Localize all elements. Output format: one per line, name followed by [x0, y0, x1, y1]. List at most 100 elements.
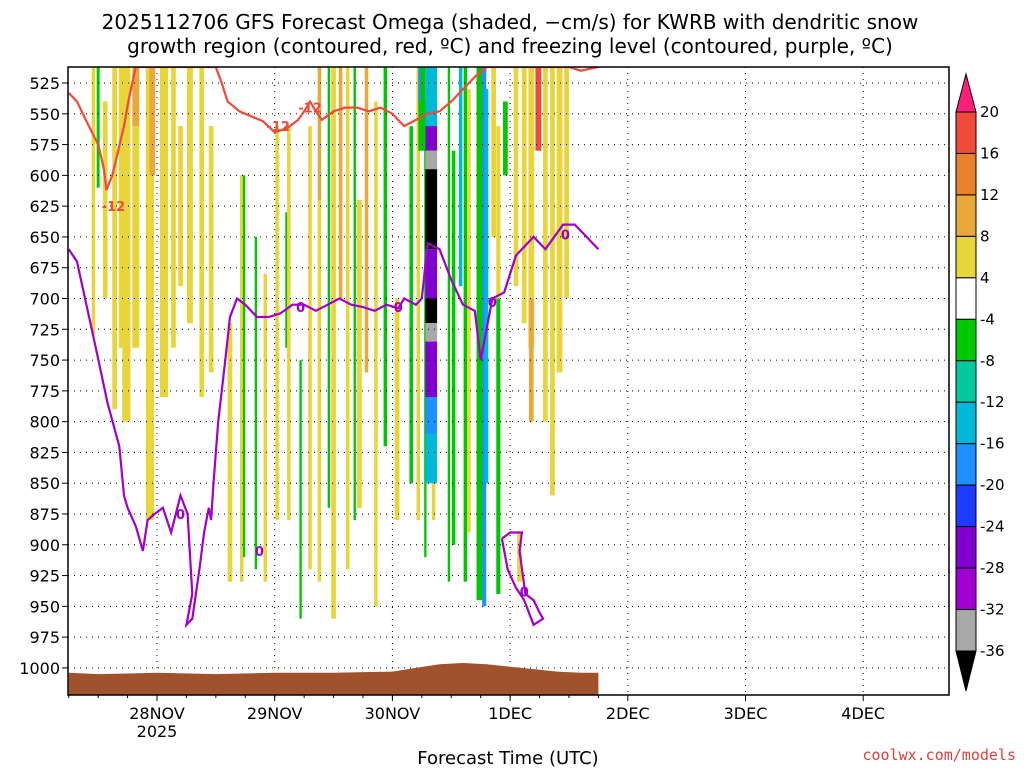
colorbar-swatch [955, 360, 977, 403]
omega-cell [451, 150, 456, 545]
omega-cell [96, 67, 100, 188]
y-tick-label: 875 [29, 505, 60, 524]
y-tick-label: 775 [29, 382, 60, 401]
omega-cell [394, 298, 400, 521]
y-tick-label: 825 [29, 443, 60, 462]
omega-cell [418, 67, 421, 102]
omega-cell [299, 360, 302, 619]
colorbar-swatch [955, 609, 977, 652]
x-tick-label: 4DEC [841, 704, 885, 723]
omega-cell [145, 67, 155, 521]
omega-cell [149, 67, 156, 176]
colorbar-swatch [955, 194, 977, 237]
colorbar-tick-label: -28 [980, 559, 1005, 577]
colorbar-tick-label: -32 [980, 601, 1005, 619]
colorbar-tick-label: -24 [980, 518, 1005, 536]
purple-contour-label: 0 [520, 586, 529, 601]
omega-cell [528, 298, 534, 422]
contour-line [68, 67, 599, 191]
omega-cell [208, 126, 214, 373]
omega-cell [556, 67, 563, 373]
y-tick-label: 575 [29, 136, 60, 155]
omega-cell [496, 298, 501, 595]
omega-cell [331, 67, 336, 619]
colorbar-swatch [955, 235, 977, 279]
x-tick-label: 30NOV [365, 704, 421, 723]
omega-cell [564, 67, 569, 299]
omega-cell [118, 67, 125, 348]
y-tick-label: 750 [29, 351, 60, 370]
omega-cell [263, 273, 268, 582]
omega-cell [132, 67, 140, 127]
omega-cell [357, 199, 362, 508]
omega-cell [287, 126, 291, 521]
omega-cell [112, 67, 117, 410]
colorbar-tick-label: -20 [980, 476, 1005, 494]
y-tick-label: 975 [29, 628, 60, 647]
colorbar-swatch [955, 277, 977, 320]
omega-cell [308, 126, 312, 570]
y-tick-label: 650 [29, 228, 60, 247]
terrain-layer [68, 663, 599, 695]
y-tick-label: 525 [29, 74, 60, 93]
x-tick-label: 28NOV [129, 704, 185, 723]
y-tick-label: 725 [29, 320, 60, 339]
colorbar-tick-label: -4 [980, 310, 995, 328]
purple-contour-label: 0 [176, 508, 185, 523]
omega-cell [425, 150, 438, 170]
chart-title-line-2: growth region (contoured, red, ºC) and f… [127, 34, 893, 58]
y-tick-label: 700 [29, 289, 60, 308]
red-contour-label: -12 [102, 200, 126, 215]
omega-cell [528, 67, 535, 348]
omega-cell [467, 89, 471, 533]
colorbar-tick-label: 8 [980, 227, 990, 245]
plot-area: -12 -12 -12 0 0 0 0 0 0 0 525 550 575 600 625 650 675 70… [19, 66, 950, 741]
omega-cell [132, 126, 140, 348]
colorbar-swatch [955, 443, 977, 486]
colorbar-swatch [955, 567, 977, 611]
omega-cell [285, 212, 288, 348]
x-year-label: 2025 [137, 722, 178, 741]
omega-cell [374, 101, 378, 607]
contour-layer: -12 -12 -12 0 0 0 0 0 0 0 [68, 67, 600, 629]
colorbar-tick-label: 4 [980, 269, 990, 287]
omega-cell [178, 126, 183, 287]
y-tick-label: 925 [29, 567, 60, 586]
omega-cell [171, 67, 176, 348]
y-tick-label: 950 [29, 597, 60, 616]
omega-cell [458, 67, 463, 287]
y-tick-label: 900 [29, 536, 60, 555]
x-tick-label: 29NOV [247, 704, 303, 723]
omega-cell [425, 169, 438, 250]
omega-cell [327, 67, 331, 508]
omega-cell [425, 126, 438, 151]
omega-cell [425, 67, 438, 127]
colorbar-swatch [955, 484, 977, 528]
y-tick-label: 600 [29, 166, 60, 185]
omega-cell [425, 433, 438, 484]
contour-line [500, 531, 545, 627]
colorbar-cap-top [955, 72, 977, 113]
purple-contour-label: 0 [561, 228, 570, 243]
x-tick-label: 3DEC [724, 704, 768, 723]
omega-shading-layer [91, 67, 569, 619]
omega-cell [425, 323, 438, 342]
x-tick-label: 2DEC [606, 704, 650, 723]
y-tick-label: 850 [29, 474, 60, 493]
omega-cell [254, 236, 258, 570]
omega-cell [447, 67, 451, 582]
x-tick-label: 1DEC [488, 704, 532, 723]
colorbar-tick-label: -16 [980, 435, 1005, 453]
red-contour-label: -12 [266, 120, 290, 135]
terrain-fill [68, 663, 599, 695]
omega-cell [463, 67, 468, 582]
omega-cell [199, 67, 205, 398]
omega-cell [91, 67, 96, 336]
credit-text: coolwx.com/models [862, 746, 1016, 764]
omega-cell [317, 199, 322, 582]
y-tick-label: 800 [29, 413, 60, 432]
omega-cell [275, 126, 279, 521]
colorbar-swatch [955, 111, 977, 154]
omega-cell [521, 67, 527, 324]
